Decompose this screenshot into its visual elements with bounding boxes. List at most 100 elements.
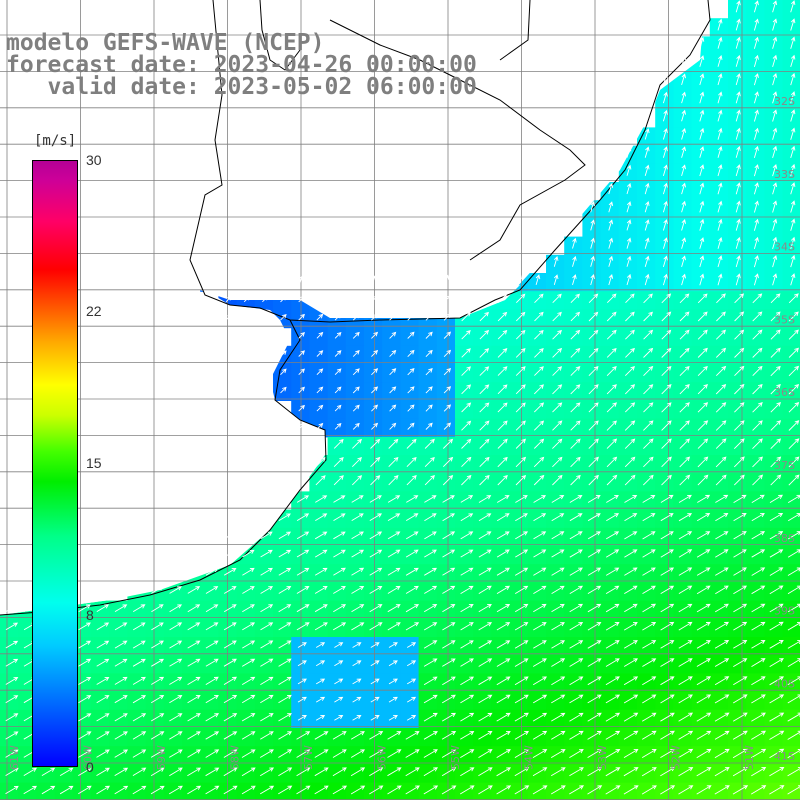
wind-arrow xyxy=(371,331,379,339)
wind-arrow xyxy=(187,658,201,667)
colorbar-tick: 15 xyxy=(86,455,102,471)
wind-arrow xyxy=(242,567,255,576)
wind-arrow xyxy=(297,678,307,685)
wind-arrow xyxy=(514,749,530,758)
wind-arrow xyxy=(790,109,796,122)
wind-arrow xyxy=(605,749,621,758)
wind-arrow xyxy=(314,767,329,777)
wind-arrow xyxy=(678,748,694,758)
wind-arrow xyxy=(751,640,766,649)
wind-arrow xyxy=(297,696,307,703)
wind-arrow xyxy=(623,640,638,649)
wind-arrow xyxy=(787,748,800,759)
wind-arrow xyxy=(679,365,690,377)
wind-arrow xyxy=(259,767,275,777)
wind-arrow xyxy=(697,293,708,304)
wind-arrow xyxy=(515,438,526,449)
wind-arrow xyxy=(572,237,577,249)
wind-arrow xyxy=(717,36,723,49)
wind-arrow xyxy=(332,622,347,631)
wind-cell xyxy=(0,728,19,747)
wind-arrow xyxy=(790,273,796,286)
wind-arrow xyxy=(587,640,602,649)
wind-arrow xyxy=(78,767,92,776)
wind-arrow xyxy=(715,567,729,576)
wind-arrow xyxy=(733,531,747,540)
wind-arrow xyxy=(715,474,727,486)
wind-arrow xyxy=(478,604,492,613)
wind-arrow xyxy=(296,549,310,558)
wind-arrow xyxy=(497,366,508,376)
wind-arrow xyxy=(590,255,595,267)
wind-arrow xyxy=(461,438,472,449)
wind-arrow xyxy=(733,438,745,450)
wind-arrow xyxy=(224,549,237,558)
wind-arrow xyxy=(478,749,493,758)
wind-arrow xyxy=(697,347,708,358)
wind-arrow xyxy=(681,219,687,231)
wind-arrow xyxy=(641,730,657,740)
wind-arrow xyxy=(387,549,401,558)
wind-arrow xyxy=(351,495,364,503)
wind-arrow xyxy=(587,567,602,576)
wind-arrow xyxy=(550,749,566,758)
wind-arrow xyxy=(570,366,581,376)
wind-arrow xyxy=(389,295,397,303)
wind-arrow xyxy=(352,660,362,667)
wind-arrow xyxy=(460,640,474,649)
wind-arrow xyxy=(660,513,674,522)
wind-arrow xyxy=(296,567,310,576)
wind-arrow xyxy=(606,456,618,468)
wind-arrow xyxy=(132,622,146,631)
wind-arrow xyxy=(644,201,650,213)
wind-arrow xyxy=(769,785,785,795)
wind-arrow xyxy=(369,731,384,740)
wind-arrow xyxy=(423,712,438,722)
wind-arrow xyxy=(790,200,796,213)
wind-arrow xyxy=(733,549,747,558)
wind-arrow xyxy=(96,695,110,704)
longitude-label: 54W xyxy=(523,745,536,770)
wind-arrow xyxy=(772,109,778,122)
wind-arrow xyxy=(714,748,730,759)
wind-arrow xyxy=(735,36,741,49)
wind-arrow xyxy=(788,329,799,340)
wind-arrow xyxy=(478,658,493,667)
wind-arrow xyxy=(333,495,346,503)
wind-arrow xyxy=(714,603,729,613)
wind-arrow xyxy=(623,749,639,758)
colorbar-tick: 0 xyxy=(86,759,94,775)
wind-cell xyxy=(127,600,147,620)
wind-arrow xyxy=(788,347,799,358)
wind-arrow xyxy=(479,329,490,340)
wind-arrow xyxy=(697,402,709,413)
wind-arrow xyxy=(533,640,547,649)
wind-arrow xyxy=(644,237,650,249)
wind-arrow xyxy=(751,658,766,667)
wind-arrow xyxy=(772,0,778,13)
wind-arrow xyxy=(333,604,346,613)
wind-arrow xyxy=(5,640,19,649)
wind-arrow xyxy=(314,586,328,594)
wind-arrow xyxy=(334,404,342,412)
wind-arrow xyxy=(461,456,472,468)
wind-arrow xyxy=(352,422,360,430)
wind-arrow xyxy=(5,622,19,631)
wind-cell xyxy=(382,746,401,765)
wind-arrow xyxy=(532,749,548,758)
wind-arrow xyxy=(442,495,455,503)
wind-arrow xyxy=(588,293,599,304)
wind-arrow xyxy=(788,293,799,304)
wind-arrow xyxy=(407,422,415,430)
colorbar-unit: [m/s] xyxy=(34,133,77,149)
wind-arrow xyxy=(753,109,759,122)
wind-arrow xyxy=(605,585,620,594)
wind-arrow xyxy=(715,384,727,395)
wind-arrow xyxy=(751,676,766,686)
wind-arrow xyxy=(496,495,510,503)
wind-arrow xyxy=(533,384,544,395)
wind-arrow xyxy=(624,438,636,449)
wind-arrow xyxy=(660,640,675,649)
wind-arrow xyxy=(788,402,800,413)
